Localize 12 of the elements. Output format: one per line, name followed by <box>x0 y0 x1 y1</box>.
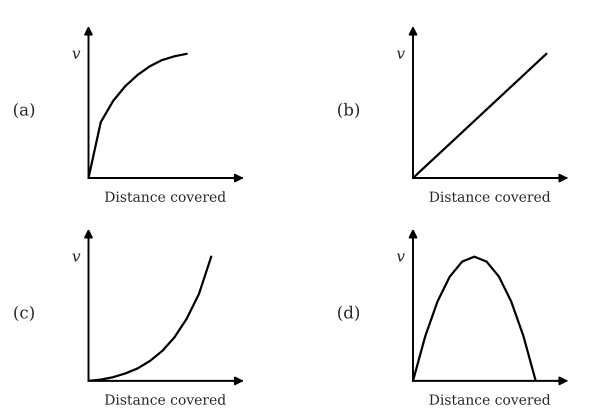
text: (d) <box>338 306 360 322</box>
text: (a) <box>14 102 34 118</box>
y-axis-title: v <box>72 254 80 262</box>
y-axis-title: v <box>396 50 405 59</box>
y-axis-title: v <box>72 50 80 59</box>
x-axis-title: Distance covered <box>105 191 226 202</box>
text: (c) <box>14 306 34 322</box>
x-axis-title: Distance covered <box>105 394 226 405</box>
x-axis-title: Distance covered <box>430 394 550 405</box>
x-axis-title: Distance covered <box>430 191 550 202</box>
text: (b) <box>338 102 360 118</box>
y-axis-title: v <box>396 254 405 262</box>
